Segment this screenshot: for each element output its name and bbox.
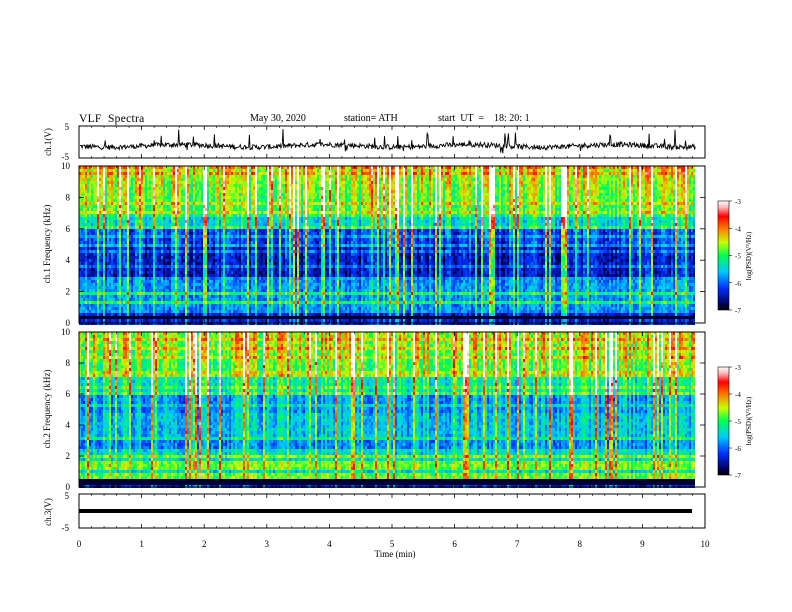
time-tick-label: 6	[452, 539, 457, 549]
time-tick-label: 8	[578, 539, 583, 549]
frequency-tick-label: 2	[66, 451, 71, 461]
ch3-waveform-ylabel: ch.3(V)	[43, 498, 53, 526]
colorbar-tick-label: -4	[735, 225, 741, 233]
ch1-colorbar	[718, 201, 729, 310]
colorbar-tick-label: -7	[735, 307, 741, 315]
frequency-tick-label: 4	[66, 255, 71, 265]
time-tick-label: 0	[77, 539, 82, 549]
colorbar-tick-label: -6	[735, 445, 741, 453]
ch1-spectrogram-heatmap	[79, 166, 695, 325]
ch1-colorbar-label: log(PSD)(V²/Hz)	[745, 231, 753, 280]
ch1-waveform-panel: 5 -5 ch.1(V)	[43, 122, 705, 162]
frequency-tick-label: 6	[66, 389, 71, 399]
time-tick-label: 10	[701, 539, 711, 549]
frequency-tick-label: 10	[61, 327, 71, 337]
ch2-colorbar	[718, 367, 729, 475]
time-tick-label: 3	[265, 539, 270, 549]
time-tick-label: 4	[327, 539, 332, 549]
frequency-tick-label: 4	[66, 420, 71, 430]
ch2-spectrogram-heatmap	[79, 332, 695, 488]
colorbar-tick-label: -3	[735, 364, 741, 372]
ch3-ytick-bottom: -5	[62, 523, 70, 533]
frequency-tick-label: 10	[61, 161, 71, 171]
colorbar-tick-label: -3	[735, 198, 741, 206]
colorbar-tick-label: -5	[735, 253, 741, 261]
ch1-ytick-top: 5	[65, 122, 70, 132]
colorbar-tick-label: -6	[735, 280, 741, 288]
colorbar-tick-label: -4	[735, 391, 741, 399]
time-tick-label: 9	[640, 539, 645, 549]
colorbar-tick-label: -7	[735, 472, 741, 480]
frequency-tick-label: 8	[66, 358, 71, 368]
ch2-colorbar-label: log(PSD)(V²/Hz)	[745, 396, 753, 445]
ch1-spectrogram-ylabel: ch.1 Frequency (kHz)	[42, 205, 52, 284]
ch3-ytick-top: 5	[65, 491, 70, 501]
ch2-spectrogram-ylabel: ch.2 Frequency (kHz)	[42, 370, 52, 449]
time-tick-label: 2	[202, 539, 207, 549]
frequency-tick-label: 6	[66, 224, 71, 234]
time-tick-label: 1	[139, 539, 144, 549]
frequency-tick-label: 8	[66, 192, 71, 202]
colorbar-tick-label: -5	[735, 418, 741, 426]
time-tick-label: 5	[390, 539, 395, 549]
frequency-tick-label: 2	[66, 287, 71, 297]
vlf-figure: 5 -5 ch.1(V) 0 2 4 6 8 10 ch.1 Frequency (kHz…	[0, 0, 792, 612]
time-axis-label: Time (min)	[375, 549, 416, 559]
time-tick-label: 7	[515, 539, 520, 549]
ch1-waveform-ylabel: ch.1(V)	[43, 128, 53, 156]
